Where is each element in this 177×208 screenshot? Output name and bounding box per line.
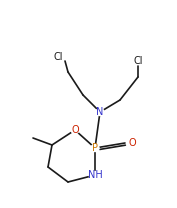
Text: Cl: Cl xyxy=(53,52,63,62)
Text: P: P xyxy=(92,143,98,153)
Ellipse shape xyxy=(91,145,99,151)
Ellipse shape xyxy=(128,140,136,146)
Text: O: O xyxy=(71,125,79,135)
Ellipse shape xyxy=(96,109,104,115)
Ellipse shape xyxy=(89,172,101,178)
Text: N: N xyxy=(96,107,104,117)
Text: O: O xyxy=(128,138,136,148)
Text: NH: NH xyxy=(88,170,102,180)
Text: Cl: Cl xyxy=(133,56,143,66)
Ellipse shape xyxy=(71,126,79,134)
